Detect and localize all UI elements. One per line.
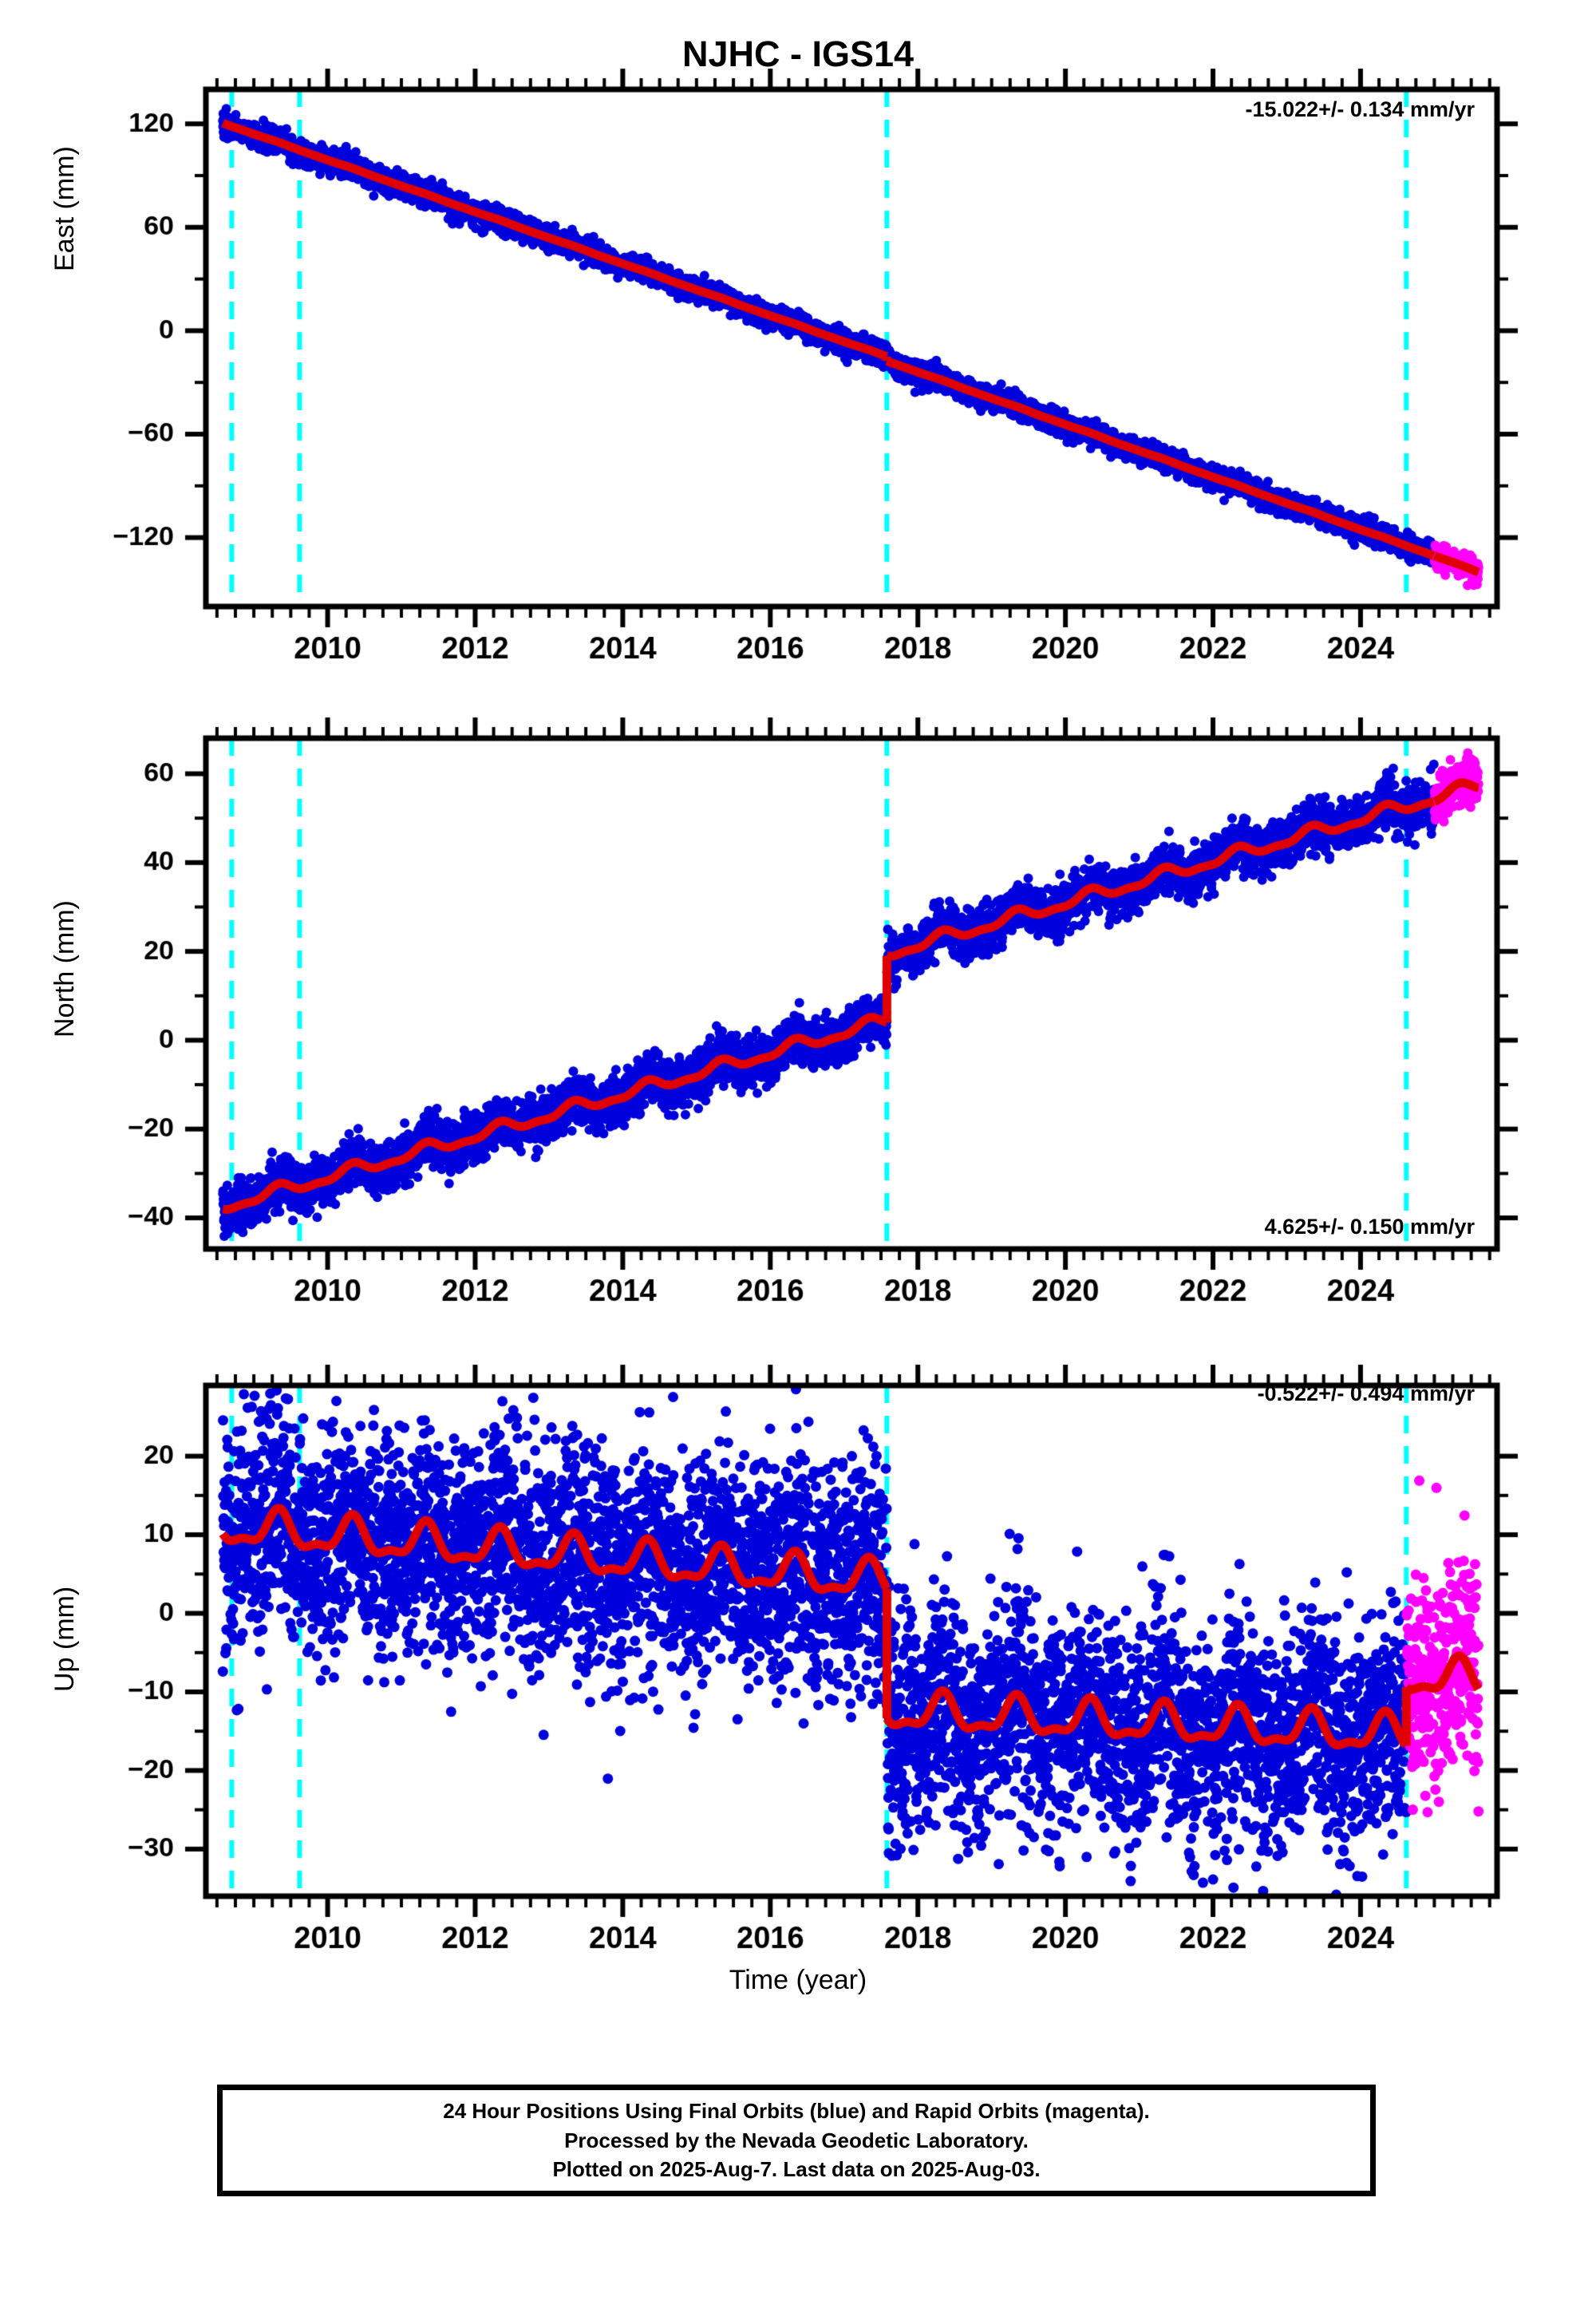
up-axis-label: Up (mm) [49,1586,80,1692]
caption-box: 24 Hour Positions Using Final Orbits (bl… [217,2085,1376,2196]
caption-line-dates: Plotted on 2025-Aug-7. Last data on 2025… [552,2157,1041,2182]
north-rate-annotation: 4.625+/- 0.150 mm/yr [1264,1215,1475,1239]
page-title: NJHC - IGS14 [681,34,915,74]
east-rate-annotation: -15.022+/- 0.134 mm/yr [1245,97,1475,121]
caption-line-processor: Processed by the Nevada Geodetic Laborat… [564,2128,1029,2152]
time-axis-label: Time (year) [729,1965,867,1995]
east-axis-label: East (mm) [49,146,80,271]
up-rate-annotation: -0.522+/- 0.494 mm/yr [1257,1381,1475,1405]
caption-line-orbits: 24 Hour Positions Using Final Orbits (bl… [443,2098,1150,2123]
north-axis-label: North (mm) [49,900,80,1037]
